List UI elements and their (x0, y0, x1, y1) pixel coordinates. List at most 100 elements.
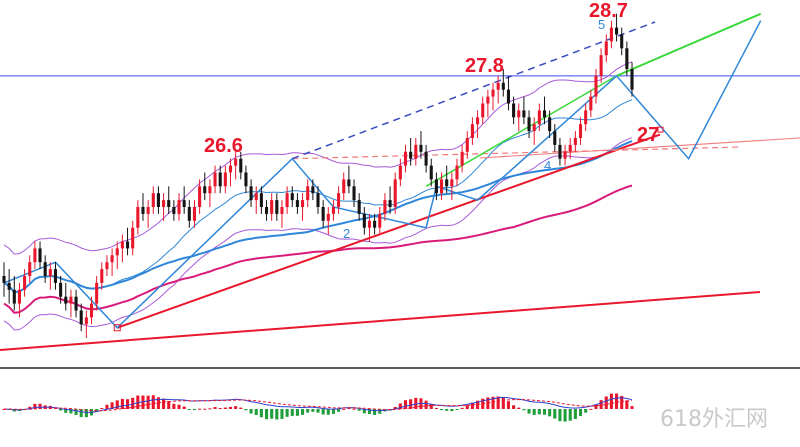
candle (79, 310, 83, 325)
macd-bar (563, 409, 567, 422)
candle (120, 241, 124, 249)
candle (301, 200, 305, 207)
macd-bar (69, 409, 73, 414)
macd-bar (594, 404, 598, 409)
candle (342, 179, 346, 194)
macd-bar (553, 409, 557, 419)
price-label: 26.6 (204, 135, 243, 157)
candle (481, 103, 485, 118)
macd-bar (398, 403, 402, 409)
macd-bar (589, 408, 593, 410)
candle (527, 117, 531, 132)
macd-bar (331, 409, 335, 414)
candle (506, 89, 511, 104)
macd-bar (228, 406, 233, 409)
macd-bar (352, 408, 356, 410)
candle (517, 110, 521, 118)
macd-bar (584, 409, 588, 413)
candle (249, 186, 253, 201)
candle (213, 172, 217, 187)
lower-trendline (0, 291, 761, 351)
support-trendline (116, 133, 661, 329)
candle (53, 269, 58, 283)
macd-bar (259, 409, 263, 418)
macd-bar (625, 400, 629, 409)
candle (38, 248, 42, 263)
candle (465, 138, 469, 152)
candle (321, 207, 325, 221)
candle (192, 207, 197, 221)
candle (578, 124, 583, 138)
macd-bar (244, 409, 248, 411)
candle (156, 193, 160, 207)
candle (331, 207, 335, 214)
candle (89, 303, 94, 318)
macd-bar (615, 393, 619, 409)
macd-bar (470, 402, 474, 409)
candle (424, 151, 428, 166)
candle (568, 144, 572, 152)
macd-dif-line (3, 396, 633, 413)
macd-bar (424, 400, 428, 409)
macd-bar (373, 409, 377, 415)
macd-bar (223, 407, 227, 409)
candle (594, 75, 598, 97)
macd-bar (146, 395, 150, 409)
candle (69, 296, 73, 304)
macd-bar (620, 395, 624, 409)
macd-bar (362, 409, 366, 414)
macd-bar (59, 409, 63, 411)
candle (373, 220, 377, 228)
candle (100, 269, 104, 283)
macd-bar (213, 407, 217, 409)
macd-bar (306, 409, 310, 413)
candle (337, 193, 341, 207)
candle (625, 48, 629, 69)
candle (367, 220, 372, 228)
candle (604, 41, 608, 56)
candle (146, 207, 150, 214)
macd-bar (79, 409, 83, 418)
candle (74, 296, 78, 311)
candle (59, 282, 63, 297)
candle (409, 151, 413, 159)
candle (234, 158, 238, 166)
price-label: 27 (637, 124, 659, 146)
macd-bar (203, 408, 207, 410)
macd-bar (573, 409, 577, 419)
macd-bar (295, 409, 299, 416)
macd-bar (548, 409, 552, 417)
macd-bar (218, 407, 222, 409)
candle (383, 200, 387, 214)
candle (548, 117, 552, 132)
candle (398, 165, 402, 180)
candle (434, 179, 438, 194)
macd-bar (198, 408, 202, 410)
macd-bar (120, 398, 124, 409)
macd-bar (249, 409, 253, 414)
macd-bar (64, 409, 68, 413)
macd-bar (264, 409, 269, 420)
candle (496, 82, 500, 90)
candle (270, 200, 274, 214)
candle (295, 200, 299, 207)
candle (414, 144, 418, 159)
macd-bar (285, 409, 289, 417)
macd-bar (403, 400, 408, 409)
macd-bar (630, 406, 634, 409)
macd-histogram (0, 367, 800, 422)
candle (403, 151, 408, 166)
candle (362, 213, 366, 228)
candle (522, 110, 526, 118)
candle (228, 165, 233, 173)
anchor-marker (113, 324, 121, 332)
macd-bar (131, 397, 135, 409)
macd-bar (234, 406, 238, 409)
candle (280, 207, 284, 214)
candle (84, 317, 88, 325)
candle (439, 179, 444, 194)
macd-bar (337, 409, 341, 412)
macd-bar (100, 407, 104, 409)
candle (311, 186, 315, 194)
candle (290, 193, 294, 201)
